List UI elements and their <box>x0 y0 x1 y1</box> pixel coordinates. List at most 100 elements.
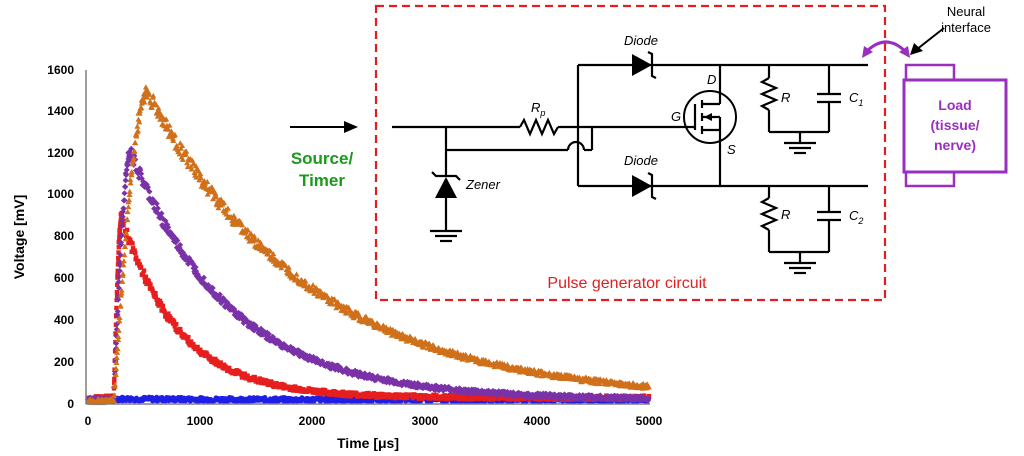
data-point-series-3 <box>182 151 189 157</box>
neural-interface-arc <box>864 40 908 54</box>
data-point-series-1 <box>173 321 179 327</box>
data-point-series-3 <box>176 151 183 157</box>
voltage-chart: 0 200 400 600 800 1000 1200 1400 1600 0 … <box>11 63 663 451</box>
wire-crossover <box>566 140 586 151</box>
data-point-series-1 <box>469 393 474 398</box>
load-label-line1: Load <box>938 97 971 113</box>
data-point-series-3 <box>138 100 145 106</box>
data-point-series-3 <box>420 344 427 350</box>
data-point-series-3 <box>224 205 231 211</box>
bottom-diode-symbol <box>632 172 657 200</box>
data-point-series-2 <box>165 224 172 231</box>
data-point-series-3 <box>119 272 126 278</box>
y-tick-label: 1600 <box>47 63 74 77</box>
data-point-series-1 <box>136 258 141 264</box>
data-point-series-3 <box>197 175 204 181</box>
data-point-series-3 <box>135 116 142 122</box>
data-point-series-3 <box>114 345 121 352</box>
data-point-series-3 <box>168 128 175 134</box>
data-point-series-1 <box>462 396 468 402</box>
data-point-series-3 <box>111 392 118 398</box>
mosfet-symbol <box>670 65 737 186</box>
data-point-series-1 <box>215 359 220 364</box>
data-point-series-3 <box>355 310 362 316</box>
data-point-series-1 <box>133 250 138 256</box>
data-point-series-2 <box>119 222 126 229</box>
source-label: Source/ <box>291 149 354 168</box>
data-point-series-1 <box>113 331 118 336</box>
data-point-series-1 <box>415 393 421 398</box>
data-point-series-1 <box>144 281 149 287</box>
data-point-series-3 <box>265 251 272 257</box>
data-point-series-1 <box>245 373 250 378</box>
data-point-series-3 <box>152 101 159 107</box>
data-point-series-3 <box>220 199 227 206</box>
data-point-series-3 <box>163 116 170 122</box>
data-point-series-3 <box>139 96 146 102</box>
data-point-series-2 <box>123 166 130 173</box>
data-point-series-3 <box>578 379 585 385</box>
data-point-series-1 <box>141 268 147 273</box>
data-point-series-1 <box>527 397 532 402</box>
data-point-series-1 <box>117 227 123 233</box>
data-point-series-1 <box>158 300 164 306</box>
r1-resistor-symbol <box>759 77 779 111</box>
data-point-series-3 <box>132 139 139 145</box>
data-point-series-3 <box>212 190 219 196</box>
data-point-series-3 <box>113 365 120 371</box>
data-point-series-1 <box>132 248 137 253</box>
data-point-series-1 <box>166 311 171 316</box>
data-point-series-3 <box>223 211 230 217</box>
load-box <box>902 78 1008 174</box>
data-point-series-1 <box>188 339 194 344</box>
x-tick-label: 5000 <box>636 414 663 428</box>
data-point-series-3 <box>215 205 222 211</box>
data-point-series-1 <box>114 290 120 295</box>
data-point-series-2 <box>127 150 134 157</box>
data-point-series-1 <box>103 393 109 398</box>
data-point-series-1 <box>137 262 143 267</box>
data-point-series-2 <box>128 145 135 152</box>
y-tick-label: 1400 <box>47 104 74 118</box>
data-point-series-3 <box>126 197 133 203</box>
data-point-series-1 <box>153 294 159 300</box>
data-point-series-1 <box>496 396 502 402</box>
data-point-series-3 <box>645 384 652 390</box>
data-point-series-3 <box>129 161 136 167</box>
data-point-series-3 <box>184 159 191 166</box>
data-point-series-3 <box>267 248 274 254</box>
data-point-series-2 <box>216 291 223 298</box>
zener-label: Zener <box>465 177 501 192</box>
data-point-series-3 <box>302 278 309 284</box>
arc-arrowhead-left <box>862 46 873 58</box>
data-point-series-3 <box>111 381 118 387</box>
data-point-series-3 <box>131 148 138 154</box>
data-point-series-1 <box>400 393 406 398</box>
y-tick-label: 400 <box>54 313 74 327</box>
data-point-series-1 <box>198 347 203 352</box>
data-point-series-3 <box>121 252 128 258</box>
data-point-series-3 <box>118 287 125 293</box>
data-point-series-2 <box>124 162 131 169</box>
data-point-series-1 <box>279 381 285 387</box>
data-point-series-2 <box>174 237 181 244</box>
data-point-series-1 <box>117 231 122 236</box>
timer-label: Timer <box>299 171 345 190</box>
data-point-series-3 <box>230 212 237 218</box>
data-point-series-2 <box>115 284 122 291</box>
data-point-series-3 <box>239 222 246 228</box>
data-point-series-3 <box>173 142 180 148</box>
data-point-series-3 <box>251 233 258 239</box>
data-point-series-3 <box>150 92 157 99</box>
data-point-series-2 <box>205 281 212 288</box>
data-point-series-3 <box>179 156 186 162</box>
data-point-series-3 <box>129 158 136 164</box>
data-point-series-1 <box>157 298 163 304</box>
box-caption: Pulse generator circuit <box>547 275 707 292</box>
y-tick-label: 200 <box>54 355 74 369</box>
y-tick-label: 600 <box>54 271 74 285</box>
arc-arrowhead-right <box>899 46 910 58</box>
data-point-series-3 <box>400 331 407 337</box>
data-point-series-2 <box>158 210 165 217</box>
